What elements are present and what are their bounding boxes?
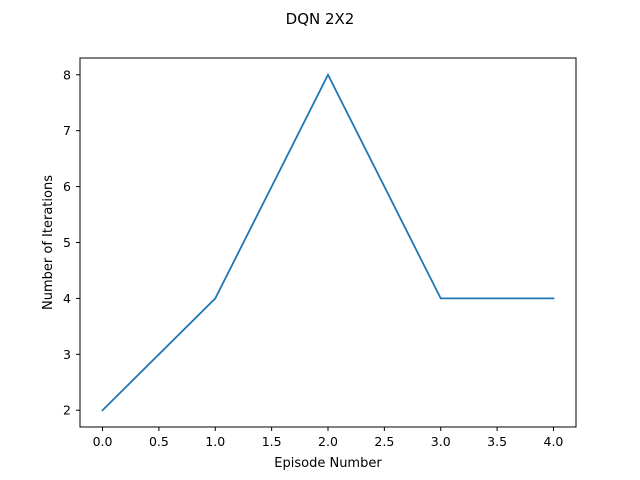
x-tick-label: 3.0 xyxy=(431,434,451,449)
x-tick-label: 1.0 xyxy=(205,434,225,449)
series-layer xyxy=(101,72,555,412)
x-tick-label: 0.5 xyxy=(149,434,169,449)
series-line-1 xyxy=(101,72,555,412)
x-tick-label: 0.0 xyxy=(93,434,113,449)
y-tick-label: 8 xyxy=(63,67,71,82)
y-tick-label: 3 xyxy=(63,347,71,362)
x-tick-label: 1.5 xyxy=(262,434,282,449)
y-axis-label: Number of Iterations xyxy=(41,175,56,310)
y-tick-label: 7 xyxy=(63,123,71,138)
y-tick-label: 4 xyxy=(63,291,71,306)
y-tick-label: 5 xyxy=(63,235,71,250)
x-tick-label: 4.0 xyxy=(544,434,564,449)
x-tick-label: 3.5 xyxy=(487,434,507,449)
x-axis-label: Episode Number xyxy=(274,456,382,471)
x-tick-label: 2.5 xyxy=(374,434,394,449)
y-axis: 2 3 4 5 6 7 8 xyxy=(63,67,80,418)
y-tick-label: 2 xyxy=(63,403,71,418)
chart-title: DQN 2X2 xyxy=(286,10,355,28)
x-tick-label: 2.0 xyxy=(318,434,338,449)
y-tick-label: 6 xyxy=(63,179,71,194)
x-axis: 0.0 0.5 1.0 1.5 2.0 2.5 3.0 3.5 4.0 xyxy=(93,427,564,449)
